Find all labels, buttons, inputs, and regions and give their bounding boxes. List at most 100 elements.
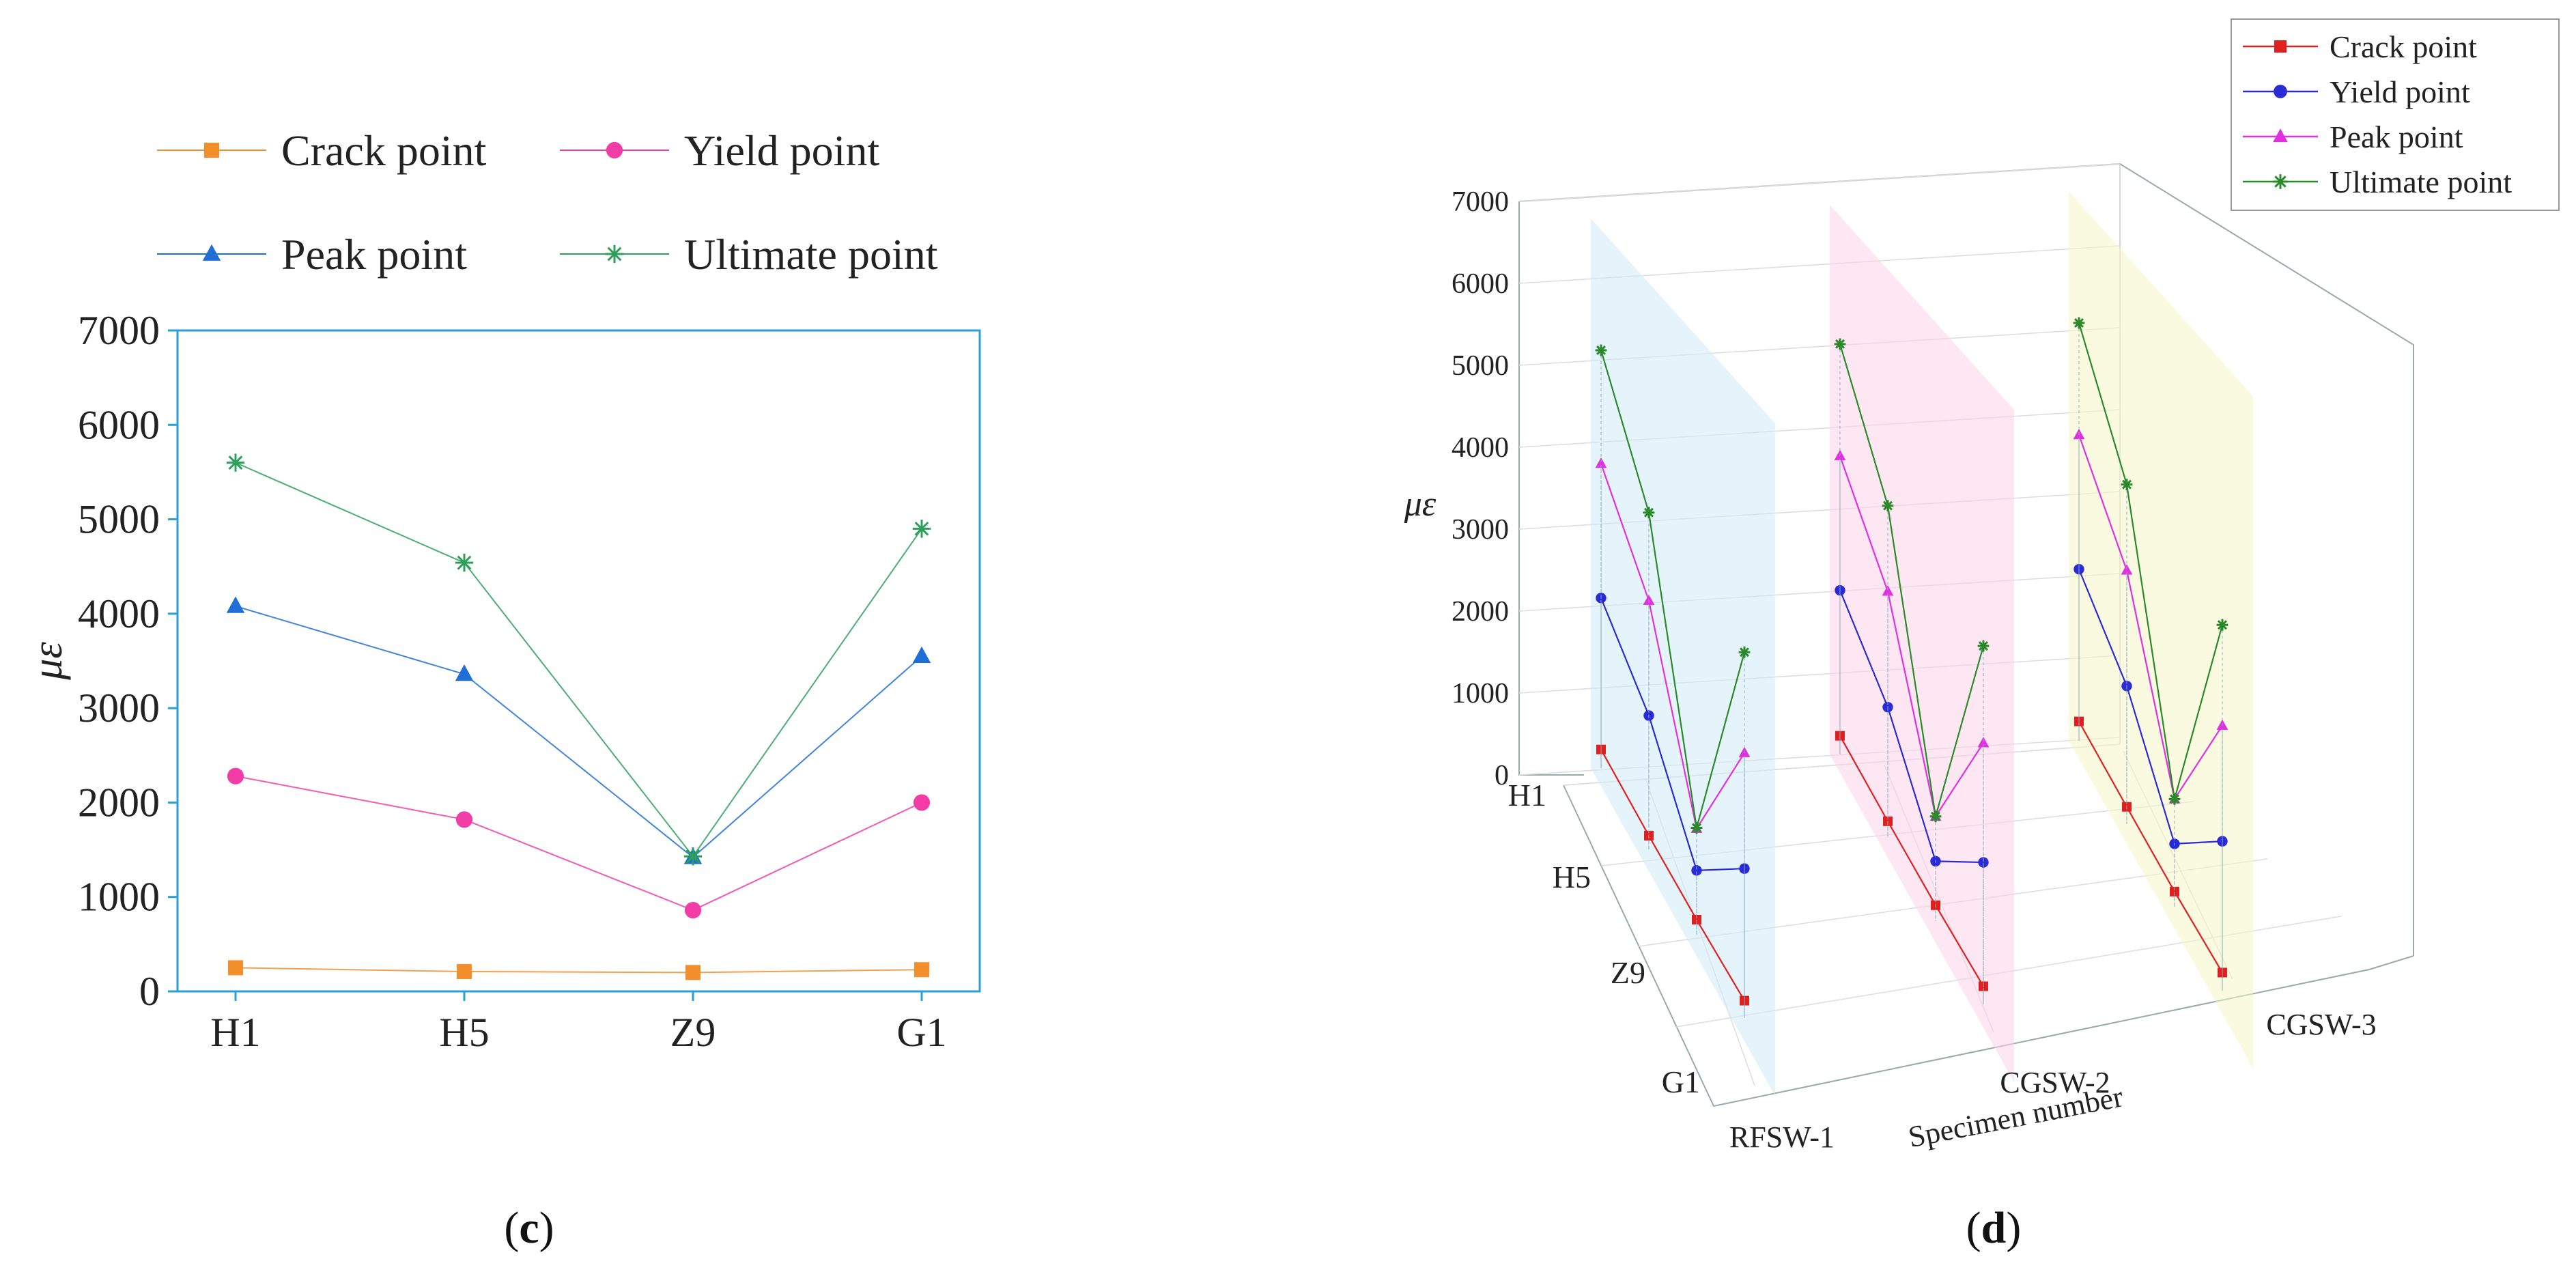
point-rfsw-1-ultimate-point-h5	[1643, 507, 1655, 519]
series-line-cgsw-2-crack-point	[1839, 735, 1984, 987]
z-tick-label-2000: 2000	[1452, 596, 1509, 627]
point-rfsw-1-yield-point-z9	[1691, 865, 1702, 876]
chart-c-series	[226, 453, 931, 980]
series-line-yield-point	[235, 775, 922, 911]
chart-d-zlabel: με	[1404, 485, 1436, 524]
point-cgsw-3-peak-point-h5	[2121, 564, 2133, 575]
point-ultimate-point-z9	[683, 847, 703, 866]
series-line-cgsw-3-peak-point	[2078, 434, 2223, 802]
point-rfsw-1-ultimate-point-h5-stroke	[1643, 507, 1654, 518]
back-grid-7000	[1518, 163, 2121, 202]
point-ultimate-point-g1-stroke	[914, 522, 929, 536]
plane-cgsw-2	[1830, 205, 2014, 1082]
position-tick-label-h5: H5	[1553, 860, 1591, 894]
point-cgsw-2-peak-point-g1	[1977, 737, 1990, 748]
z-tick-label-7000: 7000	[1452, 186, 1509, 218]
series-line-rfsw-1-peak-point	[1600, 463, 1745, 831]
point-rfsw-1-ultimate-point-h1-stroke	[1596, 345, 1607, 356]
point-ultimate-point-h5	[455, 553, 474, 572]
point-cgsw-3-ultimate-point-z9-stroke	[2169, 794, 2180, 804]
point-crack-point-g1	[914, 962, 929, 978]
point-cgsw-3-ultimate-point-h5	[2121, 479, 2133, 491]
chart-d-planes	[1591, 191, 2253, 1096]
box-left-edge	[1518, 201, 1584, 776]
series-line-cgsw-3-yield-point	[2078, 569, 2223, 845]
point-cgsw-3-ultimate-point-h5-stroke	[2121, 479, 2132, 490]
chart-d-legend: Crack point Yield point Peak point Ultimate…	[2231, 18, 2560, 211]
point-rfsw-1-peak-point-h1	[1595, 457, 1607, 468]
point-cgsw-2-ultimate-point-z9	[1929, 810, 1942, 823]
series-line-peak-point	[235, 605, 922, 858]
z-tick-label-0: 0	[1495, 760, 1509, 791]
point-rfsw-1-ultimate-point-z9	[1690, 822, 1703, 834]
y-tick-label-5000: 5000	[78, 497, 160, 542]
chart-c: Crack point Yield point Peak point Ultimate…	[25, 126, 981, 1253]
x-tick-label-z9: Z9	[670, 1010, 716, 1055]
position-tick-label-h1: H1	[1508, 778, 1546, 812]
series-line-cgsw-2-yield-point	[1839, 590, 1984, 864]
point-cgsw-2-ultimate-point-h5	[1882, 500, 1894, 511]
legend-marker-peak-point	[2273, 128, 2288, 143]
point-crack-point-z9	[685, 965, 700, 980]
series-line-rfsw-1-yield-point	[1600, 597, 1745, 871]
specimen-tick-label-rfsw-1: RFSW-1	[1729, 1120, 1835, 1154]
point-rfsw-1-peak-point-h5	[1643, 594, 1655, 605]
point-yield-point-z9	[684, 901, 702, 919]
point-crack-point-h1	[228, 960, 243, 976]
point-rfsw-1-ultimate-point-g1	[1738, 646, 1751, 658]
chart-d-ticks: 0 1000 2000 3000 4000 5000 6000 7000 H1 H5 Z9 G1 RFS…	[1452, 186, 2377, 1154]
point-cgsw-2-ultimate-point-z9-stroke	[1930, 811, 1941, 821]
chart-d-series	[1595, 317, 2228, 1018]
legend-marker-crack-point	[2274, 40, 2287, 53]
legend-marker-yield-point	[2274, 85, 2287, 98]
legend-label-ultimate-point: Ultimate point	[684, 230, 938, 279]
legend-marker-ultimate-point	[2273, 174, 2288, 189]
legend-marker-ultimate-point	[605, 244, 624, 264]
point-ultimate-point-g1	[912, 520, 931, 538]
chart-c-plot-frame	[176, 329, 981, 993]
legend-marker-peak-point	[202, 244, 221, 261]
point-crack-point-h5	[457, 963, 472, 979]
point-yield-point-h1	[227, 767, 244, 785]
y-tick-label-4000: 4000	[78, 591, 160, 636]
series-line-rfsw-1-ultimate-point	[1600, 350, 1746, 828]
point-rfsw-1-ultimate-point-g1-stroke	[1739, 647, 1750, 658]
point-rfsw-1-ultimate-point-h1	[1595, 344, 1607, 356]
y-tick-label-6000: 6000	[78, 402, 160, 447]
point-yield-point-h5	[455, 811, 473, 828]
chart-d: 0 1000 2000 3000 4000 5000 6000 7000 H1 H5 Z9 G1 RFS…	[1404, 18, 2560, 1253]
panel-c-label: (c)	[504, 1203, 554, 1253]
point-cgsw-3-ultimate-point-h1-stroke	[2073, 317, 2084, 328]
legend-marker-yield-point	[606, 141, 623, 159]
x-tick-label-h5: H5	[439, 1010, 489, 1055]
point-cgsw-2-ultimate-point-h1	[1834, 338, 1846, 350]
series-line-rfsw-1-crack-point	[1600, 749, 1745, 1002]
z-tick-label-4000: 4000	[1452, 432, 1509, 464]
point-peak-point-h5	[455, 664, 474, 681]
z-tick-label-1000: 1000	[1452, 678, 1509, 709]
series-line-cgsw-3-crack-point	[2078, 721, 2223, 974]
point-cgsw-3-ultimate-point-g1-stroke	[2217, 620, 2228, 630]
point-yield-point-g1	[913, 794, 931, 811]
point-ultimate-point-z9-stroke	[685, 849, 700, 864]
position-tick-label-g1: G1	[1662, 1064, 1700, 1099]
legend-label-yield-point: Yield point	[684, 126, 879, 175]
point-peak-point-g1	[912, 646, 931, 663]
point-cgsw-3-crack-point-z9	[2170, 886, 2179, 896]
legend-label-ultimate-point: Ultimate point	[2330, 165, 2512, 199]
legend-label-peak-point: Peak point	[2330, 119, 2463, 154]
z-tick-label-3000: 3000	[1452, 514, 1509, 546]
plane-rfsw-1	[1591, 218, 1775, 1096]
y-tick-label-0: 0	[139, 969, 160, 1014]
chart-c-legend: Crack point Yield point Peak point Ultimate…	[157, 126, 938, 279]
position-tick-label-z9: Z9	[1611, 955, 1645, 990]
z-tick-label-6000: 6000	[1452, 268, 1509, 300]
legend-marker-crack-point	[204, 143, 219, 158]
point-cgsw-2-ultimate-point-h1-stroke	[1835, 339, 1845, 349]
point-cgsw-2-peak-point-h5	[1882, 585, 1894, 596]
point-ultimate-point-h5-stroke	[457, 555, 472, 570]
series-line-cgsw-3-ultimate-point	[2078, 322, 2224, 800]
legend-label-crack-point: Crack point	[281, 126, 487, 175]
specimen-tick-label-cgsw-2: CGSW-2	[2000, 1066, 2110, 1099]
